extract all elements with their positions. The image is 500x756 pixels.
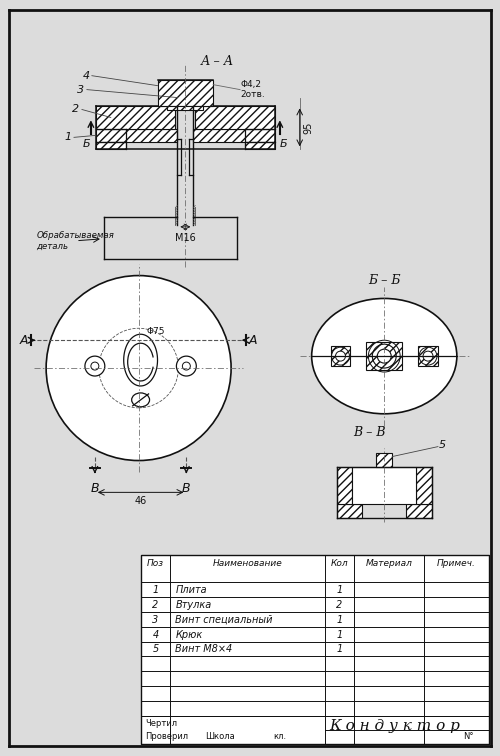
Text: 1: 1: [336, 585, 342, 595]
Text: М16: М16: [175, 233, 196, 243]
Text: N°: N°: [464, 733, 474, 742]
Polygon shape: [96, 129, 178, 142]
Text: 95: 95: [304, 121, 314, 134]
Text: Втулка: Втулка: [176, 600, 212, 610]
Polygon shape: [336, 466, 352, 504]
Text: А – А: А – А: [200, 54, 234, 68]
Ellipse shape: [312, 299, 457, 414]
Text: Б: Б: [280, 139, 287, 150]
Bar: [352, 466, 416, 504]
Text: 46: 46: [134, 497, 146, 507]
Text: Φ4,2
2отв.: Φ4,2 2отв.: [240, 80, 265, 99]
Text: Школа: Школа: [206, 733, 235, 742]
Polygon shape: [330, 346, 350, 366]
Text: 1: 1: [336, 630, 342, 640]
Text: Винт М8×4: Винт М8×4: [176, 644, 233, 655]
Text: 4: 4: [82, 71, 89, 81]
Polygon shape: [96, 106, 176, 129]
Circle shape: [176, 356, 197, 376]
Text: К о н д у к т о р: К о н д у к т о р: [330, 719, 460, 733]
Text: 1: 1: [64, 132, 71, 142]
Circle shape: [85, 356, 105, 376]
Text: 3: 3: [78, 85, 84, 94]
Text: Примеч.: Примеч.: [437, 559, 476, 569]
Polygon shape: [336, 504, 362, 518]
Circle shape: [378, 349, 391, 363]
Text: 2: 2: [336, 600, 342, 610]
Ellipse shape: [132, 393, 150, 407]
Text: кл.: кл.: [274, 733, 286, 742]
Text: 1: 1: [336, 644, 342, 655]
Text: А: А: [20, 333, 28, 347]
Text: 5: 5: [152, 644, 158, 655]
Text: 1: 1: [336, 615, 342, 624]
Text: Б – Б: Б – Б: [368, 274, 400, 287]
Text: В: В: [90, 482, 99, 495]
Text: Кол: Кол: [330, 559, 348, 569]
Circle shape: [423, 351, 433, 361]
Circle shape: [182, 362, 190, 370]
Polygon shape: [96, 142, 126, 149]
Polygon shape: [416, 466, 432, 504]
Polygon shape: [158, 79, 213, 106]
Polygon shape: [406, 504, 432, 518]
Text: Поз: Поз: [147, 559, 164, 569]
Text: Винт специальный: Винт специальный: [176, 615, 273, 624]
Text: Наименование: Наименование: [212, 559, 282, 569]
Bar: [140, 555, 488, 744]
Polygon shape: [168, 106, 203, 110]
Polygon shape: [194, 129, 275, 142]
Text: В: В: [182, 482, 190, 495]
Polygon shape: [196, 106, 275, 129]
Text: Φ75: Φ75: [146, 327, 165, 336]
Polygon shape: [418, 346, 438, 366]
Circle shape: [336, 351, 345, 361]
Circle shape: [46, 276, 231, 460]
Text: В – В: В – В: [353, 426, 386, 438]
Polygon shape: [245, 142, 275, 149]
Text: Проверил: Проверил: [146, 733, 188, 742]
Text: Плита: Плита: [176, 585, 207, 595]
Polygon shape: [124, 334, 158, 386]
Text: 4: 4: [152, 630, 158, 640]
Text: 1: 1: [152, 585, 158, 595]
Polygon shape: [366, 342, 402, 370]
Text: Обрабатываемая
деталь: Обрабатываемая деталь: [36, 231, 114, 250]
Text: А: А: [249, 333, 258, 347]
Text: Б: Б: [83, 139, 90, 150]
Text: 2: 2: [152, 600, 158, 610]
Text: Крюк: Крюк: [176, 630, 203, 640]
Text: 3: 3: [152, 615, 158, 624]
Polygon shape: [376, 453, 392, 466]
Circle shape: [91, 362, 99, 370]
Text: Материал: Материал: [366, 559, 412, 569]
Text: 5: 5: [439, 440, 446, 450]
Text: 2: 2: [72, 104, 80, 114]
Text: Чертил: Чертил: [146, 718, 178, 727]
